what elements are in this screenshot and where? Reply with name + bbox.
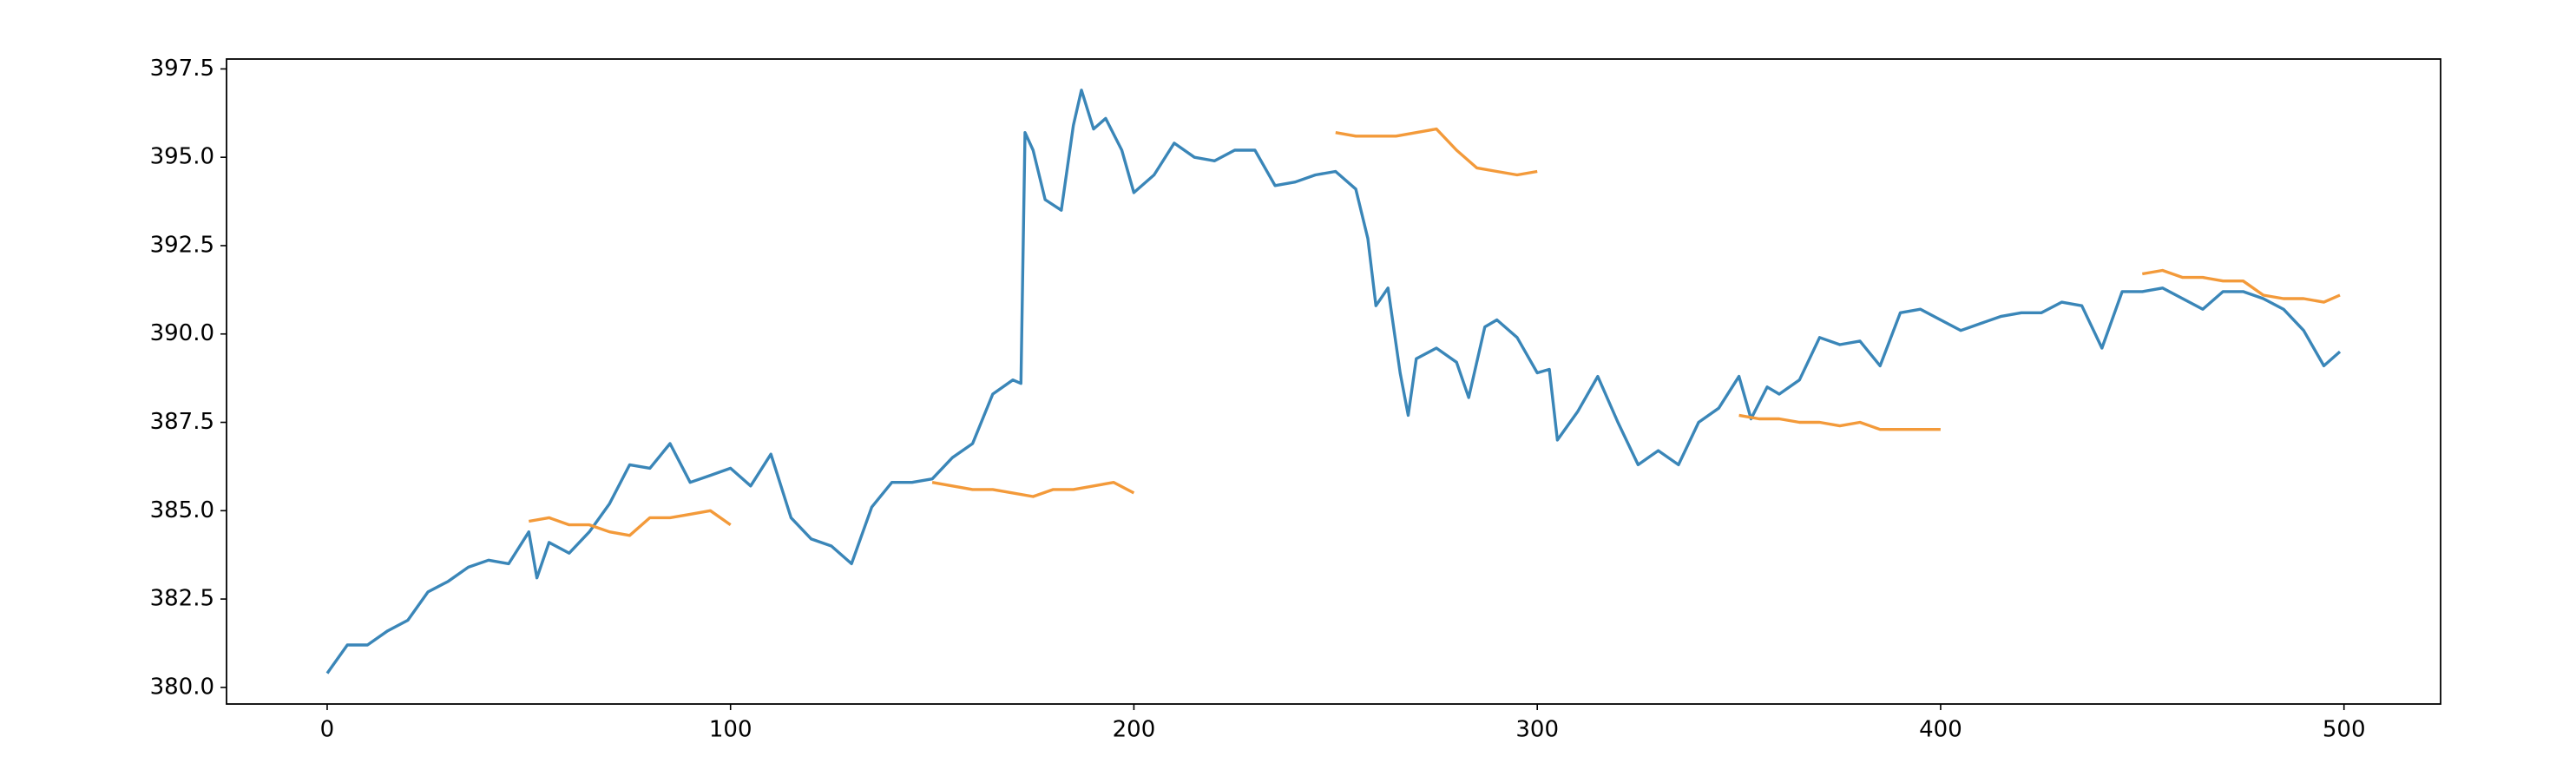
y-tick-label: 387.5 [150, 409, 214, 435]
y-tick-label: 397.5 [150, 56, 214, 82]
series-line [529, 127, 2341, 537]
y-tick-label: 385.0 [150, 497, 214, 523]
y-tick-label: 382.5 [150, 586, 214, 612]
x-tick-label: 200 [1113, 717, 1156, 743]
x-tick-label: 500 [2323, 717, 2366, 743]
x-tick-label: 100 [709, 717, 752, 743]
y-tick-label: 392.5 [150, 232, 214, 258]
x-tick-label: 400 [1919, 717, 1962, 743]
x-tick-label: 300 [1515, 717, 1559, 743]
series-line [325, 89, 2342, 674]
y-tick-label: 395.0 [150, 144, 214, 170]
plot-frame [226, 58, 2441, 705]
y-tick-label: 380.0 [150, 674, 214, 700]
y-tick-label: 390.0 [150, 320, 214, 346]
x-tick-label: 0 [320, 717, 335, 743]
